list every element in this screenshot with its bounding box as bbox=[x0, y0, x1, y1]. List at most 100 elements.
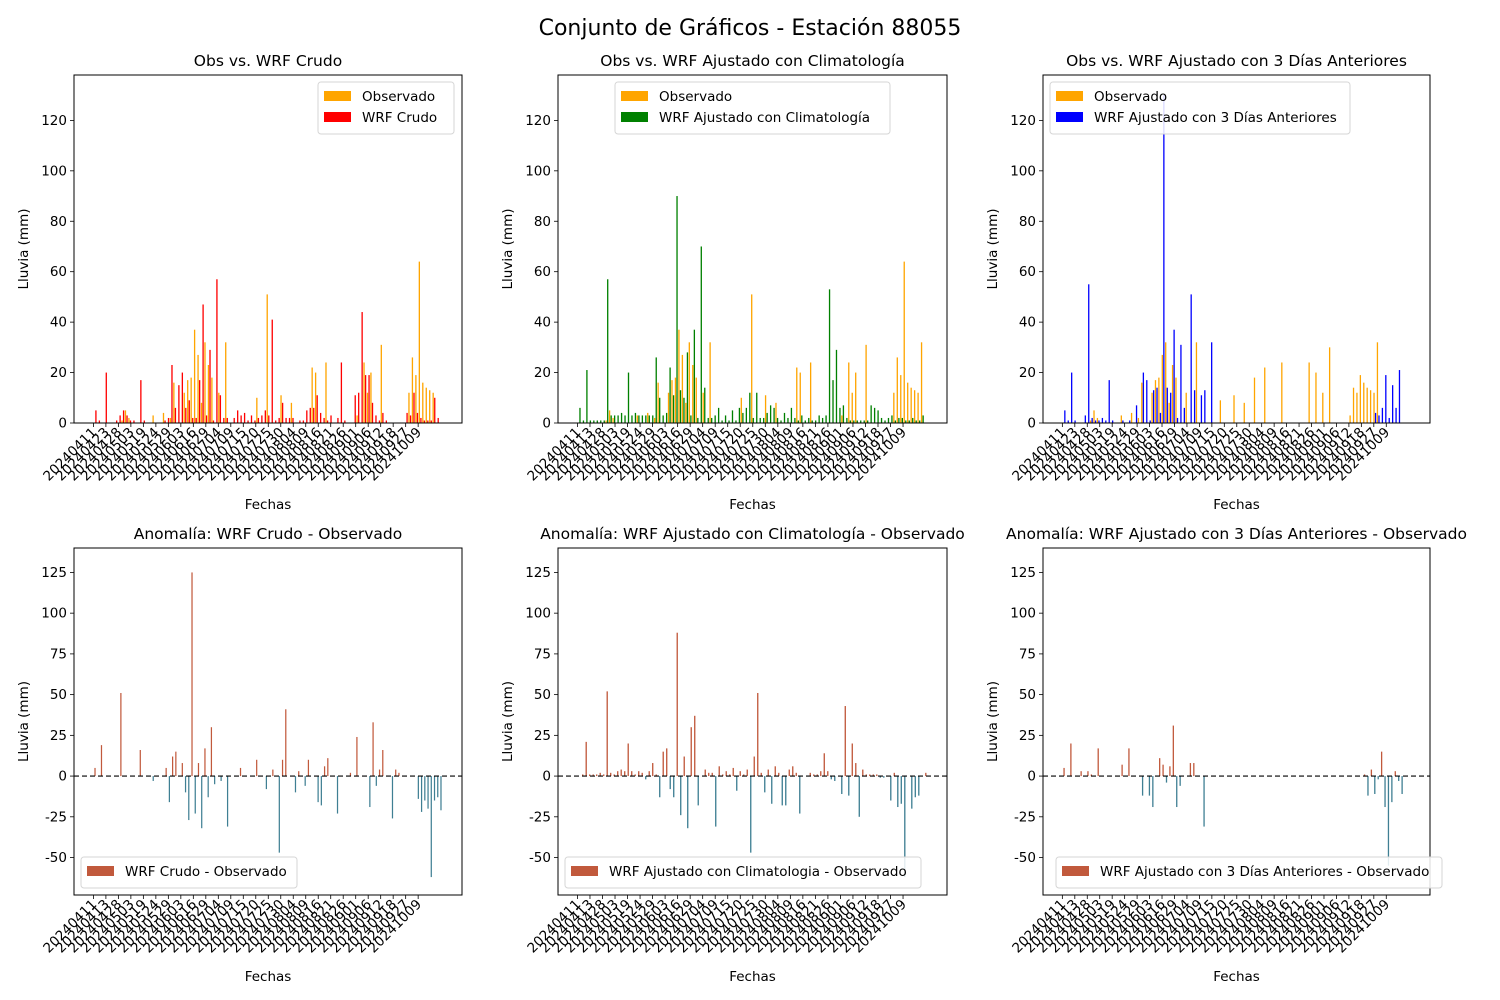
bar bbox=[603, 774, 605, 777]
bar bbox=[686, 352, 689, 423]
bar bbox=[391, 776, 394, 819]
bar bbox=[1388, 417, 1390, 423]
bar bbox=[1087, 771, 1089, 777]
legend-box bbox=[614, 81, 891, 135]
bar bbox=[796, 367, 798, 423]
chart-panel-1: Obs vs. WRF Crudo 0 20 40 60 80 100 120 Lluvia (… bbox=[16, 52, 463, 513]
y-tick-label: 80 bbox=[534, 214, 551, 230]
bar bbox=[613, 415, 616, 423]
bar bbox=[648, 415, 650, 423]
legend-swatch bbox=[1056, 91, 1083, 101]
bar bbox=[809, 362, 812, 423]
y-tick-label: 100 bbox=[1010, 163, 1036, 179]
bar bbox=[846, 417, 848, 423]
bar bbox=[1130, 412, 1133, 423]
bar bbox=[375, 415, 377, 423]
bar bbox=[579, 407, 581, 423]
bar bbox=[195, 417, 197, 423]
bar bbox=[413, 392, 415, 423]
bar bbox=[325, 362, 327, 423]
bar bbox=[370, 372, 372, 423]
bar bbox=[704, 387, 706, 423]
legend-swatch bbox=[571, 866, 598, 876]
y-tick-label: 0 bbox=[542, 769, 551, 785]
bar bbox=[257, 417, 260, 423]
chart-title: Obs vs. WRF Crudo bbox=[194, 52, 342, 70]
bar bbox=[164, 420, 166, 423]
bar bbox=[98, 420, 101, 423]
bar bbox=[844, 706, 846, 777]
legend-swatch bbox=[324, 112, 351, 122]
bar bbox=[848, 362, 850, 423]
bar bbox=[790, 407, 793, 423]
bar bbox=[736, 776, 738, 791]
bar bbox=[1135, 405, 1138, 423]
bar bbox=[685, 402, 687, 423]
bar bbox=[152, 776, 154, 781]
bar bbox=[704, 769, 706, 777]
y-tick-label: 40 bbox=[1019, 315, 1036, 331]
bar bbox=[121, 420, 123, 423]
bar bbox=[423, 420, 426, 423]
bar bbox=[1096, 417, 1099, 423]
bar bbox=[880, 417, 883, 423]
bar bbox=[319, 412, 322, 423]
bar bbox=[171, 365, 173, 423]
bar bbox=[420, 417, 422, 423]
legend: WRF Crudo - Observado bbox=[80, 856, 298, 889]
bar bbox=[683, 397, 685, 423]
bar bbox=[740, 397, 742, 423]
bar bbox=[239, 767, 242, 777]
bar bbox=[673, 776, 675, 798]
bar bbox=[100, 745, 103, 777]
bar bbox=[693, 329, 696, 423]
bar bbox=[702, 392, 704, 423]
bar bbox=[140, 380, 142, 423]
bar bbox=[1070, 743, 1072, 777]
bar bbox=[256, 759, 258, 777]
bar bbox=[853, 420, 855, 423]
bar bbox=[1149, 420, 1151, 423]
bar bbox=[732, 767, 734, 777]
bar bbox=[596, 420, 598, 423]
bar bbox=[309, 407, 311, 423]
bar bbox=[671, 380, 673, 423]
bar bbox=[1094, 420, 1097, 423]
bar bbox=[424, 776, 426, 801]
y-tick-label: 100 bbox=[41, 606, 67, 622]
bar bbox=[116, 420, 118, 423]
bar bbox=[700, 246, 702, 423]
bar bbox=[122, 410, 125, 423]
y-tick-label: 60 bbox=[1019, 264, 1036, 280]
bar bbox=[430, 420, 432, 423]
bar bbox=[610, 772, 612, 777]
bar bbox=[1129, 420, 1131, 423]
bar bbox=[1172, 725, 1174, 777]
legend: WRF Ajustado con Climatologia - Observad… bbox=[564, 856, 922, 889]
bar bbox=[634, 412, 637, 423]
bar bbox=[900, 776, 902, 804]
bar bbox=[422, 382, 424, 423]
bar bbox=[1148, 776, 1151, 796]
legend-label: Observado bbox=[1094, 89, 1167, 105]
y-tick-label: 100 bbox=[41, 163, 67, 179]
bar bbox=[188, 776, 190, 821]
bar bbox=[1374, 412, 1377, 423]
bar bbox=[849, 420, 852, 423]
bar bbox=[430, 776, 432, 878]
bar bbox=[759, 417, 761, 423]
bar bbox=[278, 776, 280, 853]
chart-title: Anomalía: WRF Ajustado con 3 Días Anteri… bbox=[1006, 525, 1467, 543]
bar bbox=[1176, 776, 1178, 808]
bar bbox=[1111, 420, 1114, 423]
bar bbox=[288, 417, 291, 423]
y-tick-label: 20 bbox=[1019, 365, 1036, 381]
bar bbox=[1367, 776, 1369, 796]
bar bbox=[600, 420, 602, 423]
bar bbox=[323, 766, 326, 777]
bar bbox=[764, 395, 767, 423]
bar bbox=[298, 771, 300, 777]
y-tick-label: 120 bbox=[1010, 113, 1036, 129]
y-tick-label: 125 bbox=[41, 565, 67, 581]
bar bbox=[612, 417, 614, 423]
